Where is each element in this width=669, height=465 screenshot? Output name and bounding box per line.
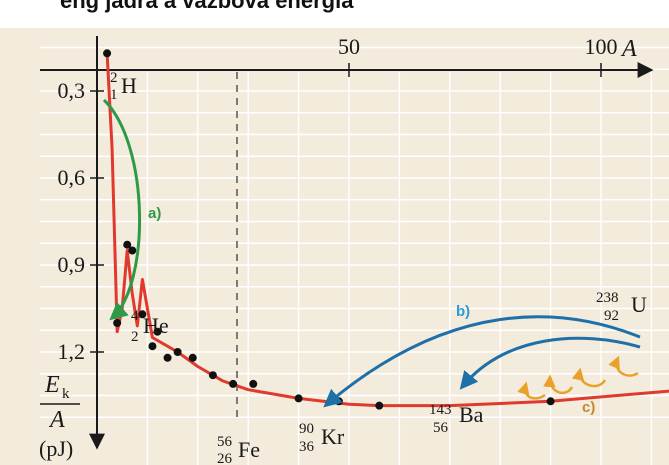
isotope-ba: 143 56 Ba xyxy=(429,402,484,436)
he-mass: 4 xyxy=(131,308,139,324)
x-axis-label: A xyxy=(620,36,637,62)
fission-arrow-b-lower xyxy=(459,336,641,390)
isotope-he: 4 2 He xyxy=(131,308,169,345)
fe-symbol: Fe xyxy=(238,437,260,462)
y-label-subscript: k xyxy=(62,386,70,402)
h-mass: 2 xyxy=(110,70,118,86)
label-b: b) xyxy=(456,303,470,320)
data-point xyxy=(173,348,182,356)
data-point xyxy=(138,310,147,319)
u-mass: 238 xyxy=(596,290,619,306)
process-arrows xyxy=(102,98,641,408)
data-point xyxy=(163,353,172,362)
kr-mass: 90 xyxy=(299,421,314,437)
decay-arrow-c-4 xyxy=(517,381,546,400)
y-tick-label: 0,6 xyxy=(58,165,86,190)
decay-arrow-c-1 xyxy=(608,355,639,377)
data-point xyxy=(153,327,162,336)
he-symbol: He xyxy=(143,313,169,338)
decay-arrow-c-2 xyxy=(571,367,607,388)
data-point xyxy=(294,394,303,403)
data-point xyxy=(188,353,197,362)
fusion-arrow-a xyxy=(102,98,141,321)
data-point xyxy=(113,319,122,327)
ba-atomic: 56 xyxy=(433,420,449,436)
data-point xyxy=(123,240,132,249)
fe-atomic: 26 xyxy=(217,451,233,465)
y-tick-label: 0,3 xyxy=(58,78,86,103)
y-axis-label: E k A (pJ) xyxy=(39,372,80,461)
data-point xyxy=(249,379,258,388)
fission-arrow-b-upper xyxy=(323,315,641,408)
x-tick-label: 50 xyxy=(338,34,360,59)
y-label-unit: (pJ) xyxy=(39,436,73,461)
data-point xyxy=(128,246,137,255)
decay-arrow-c-3 xyxy=(543,374,574,395)
y-tick-label: 1,2 xyxy=(58,339,86,364)
data-point xyxy=(103,49,112,58)
h-symbol: H xyxy=(121,73,137,98)
kr-symbol: Kr xyxy=(321,424,345,449)
fe-mass: 56 xyxy=(217,434,233,450)
kr-atomic: 36 xyxy=(299,439,315,455)
y-tick-label: 0,9 xyxy=(58,252,86,277)
y-label-denominator: A xyxy=(48,407,65,433)
y-ticks: 0,3 0,6 0,9 1,2 xyxy=(58,78,104,364)
data-point xyxy=(148,342,157,351)
u-atomic: 92 xyxy=(604,308,619,324)
x-tick-label: 100 xyxy=(585,34,618,59)
x-ticks: 50100150200 xyxy=(338,34,618,77)
data-point xyxy=(229,379,238,388)
data-point xyxy=(546,397,555,406)
label-c: c) xyxy=(582,399,595,416)
ba-symbol: Ba xyxy=(459,402,484,427)
data-point xyxy=(375,401,384,410)
isotope-h: 2 1 H xyxy=(110,70,137,103)
u-symbol: U xyxy=(631,292,647,317)
y-label-numerator: E xyxy=(44,372,60,398)
data-point xyxy=(208,371,217,380)
ba-mass: 143 xyxy=(429,402,452,418)
cropped-title: eng jádrá a väzbová energia xyxy=(60,0,354,13)
he-atomic: 2 xyxy=(131,329,139,345)
isotope-u: 238 92 U xyxy=(596,290,647,324)
label-a: a) xyxy=(148,205,161,222)
isotope-fe: 56 26 Fe xyxy=(217,434,260,465)
isotope-kr: 90 36 Kr xyxy=(299,421,345,455)
h-atomic: 1 xyxy=(110,87,118,103)
